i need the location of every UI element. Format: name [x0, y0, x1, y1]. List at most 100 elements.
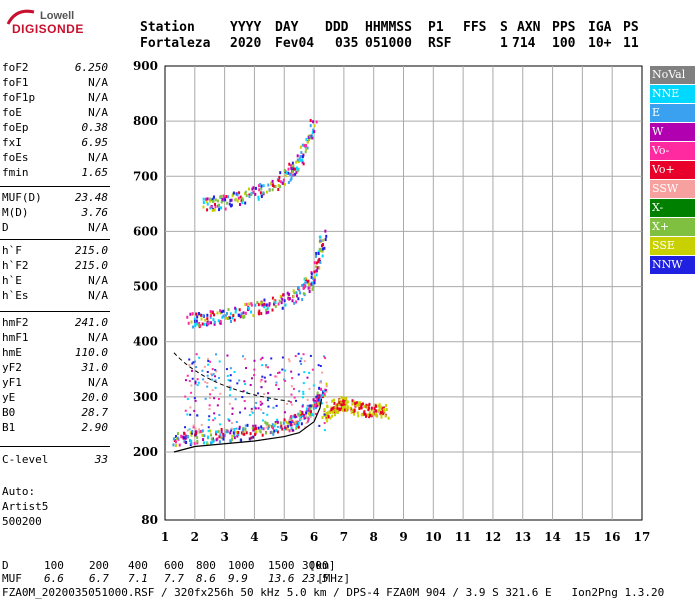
echo-point: [363, 410, 366, 414]
echo-point: [221, 315, 224, 319]
echo-point: [259, 358, 262, 361]
echo-point: [323, 429, 326, 432]
echo-point: [215, 353, 218, 356]
echo-point: [204, 381, 207, 384]
echo-point: [197, 312, 200, 316]
echo-point: [198, 323, 201, 327]
spread-echoes: [184, 352, 328, 432]
footer-cell: 400: [128, 559, 148, 572]
echo-point: [245, 431, 248, 435]
echo-point: [361, 413, 364, 417]
header-label-3: DDD: [325, 20, 349, 35]
echo-point: [248, 193, 251, 197]
echo-point: [262, 419, 265, 422]
echo-point: [333, 398, 336, 402]
echo-point: [301, 298, 304, 302]
echo-point: [286, 402, 289, 405]
echo-point: [212, 318, 215, 322]
echo-point: [284, 379, 287, 382]
echo-point: [206, 374, 209, 377]
header-value-7: 1: [500, 36, 508, 51]
echo-point: [277, 179, 280, 183]
echo-point: [249, 384, 252, 387]
echo-point: [235, 427, 238, 430]
echo-point: [218, 440, 221, 444]
echo-point: [291, 170, 294, 174]
echo-point: [295, 415, 298, 418]
echo-point: [265, 190, 268, 194]
echo-point: [282, 178, 285, 182]
echo-point: [297, 373, 300, 376]
echo-point: [355, 403, 358, 407]
echo-point: [186, 315, 189, 319]
echo-point: [256, 300, 259, 304]
echo-point: [286, 427, 289, 431]
echo-point: [296, 154, 299, 158]
echo-point: [214, 205, 217, 209]
echo-point: [287, 180, 290, 184]
echo-point: [251, 426, 254, 430]
echo-point: [237, 196, 240, 200]
echo-point: [254, 424, 257, 428]
echo-point: [290, 414, 293, 418]
echo-point: [319, 381, 322, 384]
echo-point: [343, 405, 346, 409]
echo-point: [312, 120, 315, 124]
echo-point: [280, 424, 283, 428]
echo-point: [301, 405, 304, 408]
trace-0: [172, 380, 328, 448]
echo-point: [331, 399, 334, 403]
echo-point: [287, 292, 290, 296]
echo-point: [315, 269, 318, 273]
echo-point: [229, 386, 232, 389]
echo-point: [196, 441, 199, 445]
param-value: N/A: [88, 91, 108, 104]
echo-point: [295, 426, 298, 430]
param-key: B0: [2, 406, 16, 419]
param-key: h`E: [2, 274, 22, 287]
echo-point: [321, 249, 324, 253]
echo-point: [213, 397, 216, 400]
echo-point: [312, 384, 315, 387]
param-value: N/A: [88, 76, 108, 89]
echo-point: [384, 414, 387, 418]
echo-point: [232, 431, 235, 435]
echo-point: [303, 144, 306, 148]
echo-point: [220, 206, 223, 210]
echo-point: [193, 441, 196, 445]
echo-point: [305, 411, 308, 415]
echo-point: [294, 420, 297, 424]
echo-point: [215, 438, 218, 442]
echo-point: [343, 403, 346, 407]
echo-point: [288, 419, 291, 422]
echo-point: [319, 239, 322, 243]
echo-point: [299, 155, 302, 159]
echo-point: [285, 171, 288, 175]
echo-point: [296, 158, 299, 162]
echo-point: [250, 303, 253, 307]
param-key: h`Es: [2, 289, 29, 302]
echo-point: [185, 434, 188, 438]
echo-point: [239, 411, 242, 414]
param-separator: [0, 186, 110, 187]
echo-point: [185, 440, 188, 444]
param-separator: [0, 446, 110, 447]
echo-point: [302, 390, 305, 393]
echo-point: [215, 430, 218, 434]
echo-point: [229, 388, 232, 391]
footer-cell: 23.5: [302, 572, 329, 585]
echo-point: [233, 427, 236, 431]
echo-point: [230, 427, 233, 430]
echo-point: [228, 394, 231, 397]
echo-point: [357, 414, 360, 418]
echo-point: [265, 308, 268, 312]
echo-point: [237, 433, 240, 437]
echo-point: [247, 187, 250, 191]
echo-point: [201, 429, 204, 433]
echo-point: [284, 303, 287, 307]
echo-point: [315, 251, 318, 255]
echo-point: [211, 437, 214, 441]
param-value: 31.0: [81, 361, 109, 374]
echo-point: [291, 161, 294, 165]
footer-cell: 800: [196, 559, 216, 572]
